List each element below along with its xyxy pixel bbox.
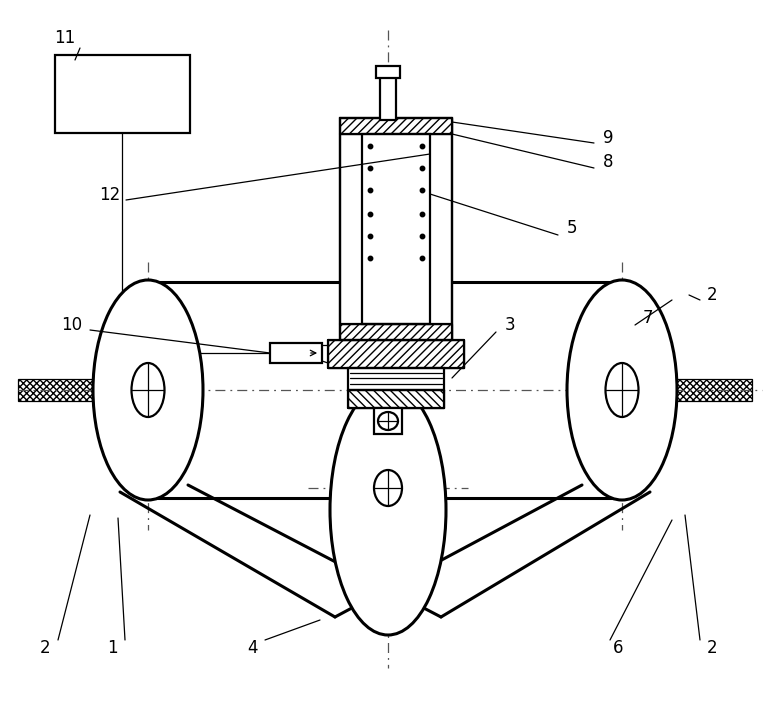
Text: 5: 5	[567, 219, 577, 237]
Ellipse shape	[605, 363, 639, 417]
Bar	[18, 379, 136, 401]
Text: 10: 10	[62, 316, 83, 334]
Bar	[340, 118, 452, 134]
Ellipse shape	[132, 363, 165, 417]
Bar	[340, 324, 452, 340]
Text: 8: 8	[603, 153, 613, 171]
Bar	[340, 118, 452, 340]
Bar	[270, 343, 322, 363]
Ellipse shape	[567, 280, 677, 500]
Text: 11: 11	[55, 29, 76, 47]
Text: 7: 7	[643, 309, 654, 327]
Bar	[374, 408, 402, 434]
Text: 2: 2	[40, 639, 51, 657]
Text: 2: 2	[707, 639, 718, 657]
Text: 3: 3	[505, 316, 516, 334]
Bar	[380, 76, 396, 120]
Bar	[348, 368, 444, 390]
Text: 4: 4	[246, 639, 257, 657]
Ellipse shape	[93, 280, 203, 500]
Ellipse shape	[378, 412, 398, 430]
Bar	[362, 134, 430, 324]
Ellipse shape	[374, 470, 402, 506]
Bar	[634, 379, 752, 401]
Text: 1: 1	[107, 639, 117, 657]
Text: 2: 2	[707, 286, 718, 304]
Text: 9: 9	[603, 129, 613, 147]
Text: 6: 6	[613, 639, 623, 657]
Bar	[55, 55, 190, 133]
Bar	[328, 340, 464, 368]
Bar	[348, 390, 444, 408]
Text: 12: 12	[99, 186, 121, 204]
Bar	[376, 66, 400, 78]
Ellipse shape	[330, 385, 446, 635]
